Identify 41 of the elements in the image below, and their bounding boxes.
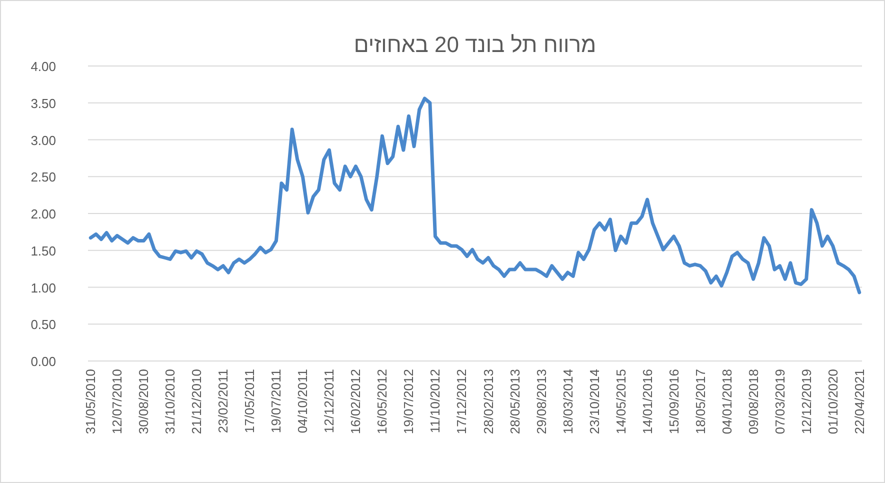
line-series [88, 96, 862, 294]
x-tick-label: 18/03/2014 [560, 369, 576, 434]
x-tick-label: 04/10/2011 [295, 369, 310, 434]
x-tick-label: 12/12/2019 [798, 369, 814, 434]
x-tick-label: 22/04/2021 [852, 369, 867, 434]
x-tick-label: 23/02/2011 [216, 369, 231, 434]
x-tick-label: 19/07/2012 [401, 369, 416, 434]
x-tick-label: 11/10/2012 [428, 369, 443, 434]
x-tick-label: 31/05/2010 [83, 369, 98, 434]
x-tick-label: 23/10/2014 [586, 369, 602, 434]
x-tick-label: 12/12/2011 [322, 369, 337, 434]
y-tick-label: 0.00 [30, 354, 56, 369]
y-tick-label: 1.50 [30, 243, 56, 258]
x-tick-label: 14/05/2015 [613, 369, 628, 434]
x-tick-label: 28/05/2013 [507, 369, 522, 434]
chart-title: מרווח תל בונד 20 באחוזים [354, 32, 596, 57]
x-tick-label: 19/07/2011 [268, 369, 284, 434]
y-tick-label: 3.00 [30, 132, 56, 148]
x-tick-label: 28/02/2013 [480, 369, 496, 434]
x-tick-label: 18/05/2017 [692, 369, 708, 434]
y-tick-label: 4.00 [30, 59, 56, 74]
x-tick-label: 29/08/2013 [534, 369, 549, 434]
x-tick-label: 01/10/2020 [825, 369, 840, 434]
x-tick-label: 14/01/2016 [640, 369, 655, 434]
x-tick-label: 21/12/2010 [189, 369, 204, 434]
y-tick-label: 1.00 [30, 280, 56, 296]
x-tick-label: 17/12/2012 [454, 369, 470, 434]
y-tick-label: 0.50 [30, 317, 56, 332]
x-tick-label: 30/08/2010 [136, 369, 152, 434]
y-tick-label: 2.50 [30, 170, 56, 185]
x-tick-label: 31/10/2010 [162, 369, 178, 434]
x-tick-label: 15/09/2016 [666, 369, 682, 434]
y-tick-label: 2.00 [30, 206, 56, 222]
x-tick-label: 16/05/2012 [374, 369, 390, 434]
x-tick-label: 12/07/2010 [110, 369, 125, 434]
x-tick-label: 17/05/2011 [242, 369, 258, 434]
x-tick-label: 09/08/2018 [746, 369, 761, 434]
y-tick-label: 3.50 [30, 96, 56, 111]
x-tick-label: 04/01/2018 [719, 369, 734, 434]
x-tick-label: 07/03/2019 [772, 369, 788, 434]
x-tick-label: 16/02/2012 [348, 369, 364, 434]
